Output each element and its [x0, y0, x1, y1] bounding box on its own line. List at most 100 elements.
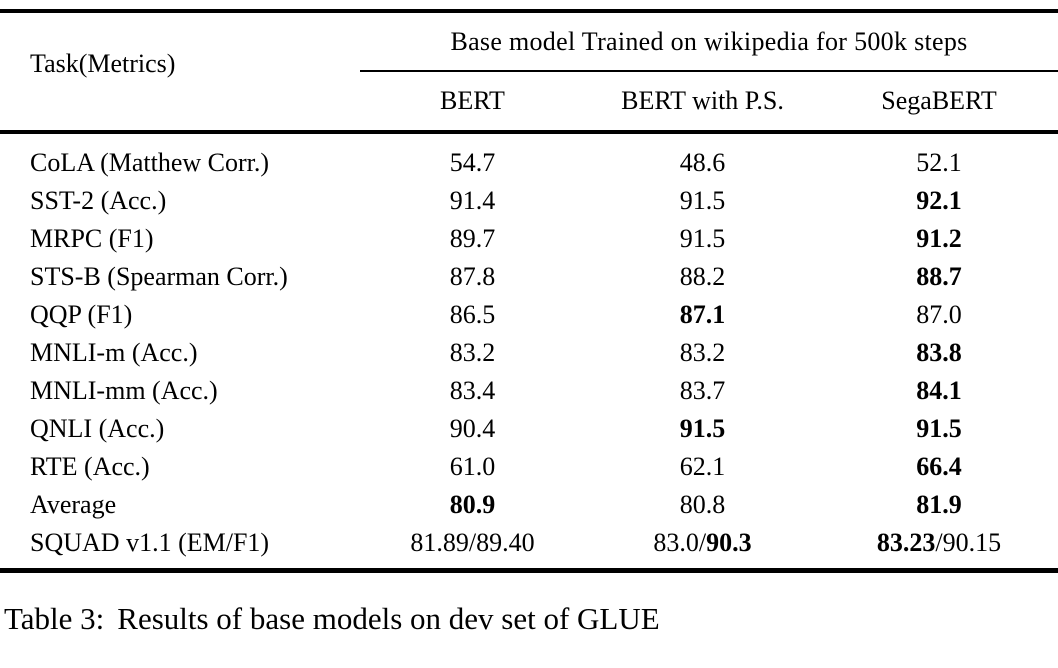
value-cell: 89.7 — [360, 220, 585, 258]
value-segment-bold: 66.4 — [916, 452, 962, 481]
value-segment: 83.2 — [449, 338, 496, 367]
value-cell: 81.9 — [820, 486, 1058, 524]
value-segment-bold: 84.1 — [916, 376, 962, 405]
table-row: MRPC (F1) 89.7 91.5 91.2 — [0, 220, 1058, 258]
value-segment: 80.8 — [679, 490, 726, 519]
value-segment-bold: 87.1 — [679, 300, 726, 329]
value-segment: 91.5 — [679, 186, 726, 215]
value-segment: 48.6 — [679, 148, 726, 177]
column-header-segabert: SegaBERT — [820, 71, 1058, 134]
value-cell: 84.1 — [820, 372, 1058, 410]
task-metrics-header: Task(Metrics) — [0, 11, 360, 134]
value-cell: 87.8 — [360, 258, 585, 296]
value-segment: 83.7 — [679, 376, 726, 405]
table-row: SST-2 (Acc.) 91.4 91.5 92.1 — [0, 182, 1058, 220]
task-cell: SST-2 (Acc.) — [30, 186, 167, 215]
table-row: CoLA (Matthew Corr.) 54.7 48.6 52.1 — [0, 132, 1058, 182]
value-segment: /90.15 — [935, 528, 1002, 557]
value-segment: 83.2 — [679, 338, 726, 367]
value-cell: 91.2 — [820, 220, 1058, 258]
task-cell: MNLI-mm (Acc.) — [30, 376, 218, 405]
value-cell: 54.7 — [360, 132, 585, 182]
task-cell: MRPC (F1) — [30, 224, 154, 253]
value-segment: 90.4 — [449, 414, 496, 443]
value-segment: 52.1 — [916, 148, 962, 177]
value-cell: 91.4 — [360, 182, 585, 220]
value-cell: 91.5 — [585, 182, 820, 220]
value-cell: 80.8 — [585, 486, 820, 524]
column-header-bert: BERT — [360, 71, 585, 134]
value-segment-bold: 91.5 — [916, 414, 962, 443]
group-header-row: Task(Metrics) Base model Trained on wiki… — [0, 11, 1058, 134]
table-row: SQUAD v1.1 (EM/F1) 81.89/89.40 83.0/90.3 83… — [0, 524, 1058, 571]
value-segment: 62.1 — [679, 452, 726, 481]
value-segment: 54.7 — [449, 148, 496, 177]
task-cell: STS-B (Spearman Corr.) — [30, 262, 288, 291]
value-segment-bold: 81.9 — [916, 490, 962, 519]
value-cell: 88.7 — [820, 258, 1058, 296]
value-cell: 87.0 — [820, 296, 1058, 334]
table-caption: Table 3: Results of base models on dev se… — [0, 599, 1058, 639]
value-cell: 52.1 — [820, 132, 1058, 182]
caption-label: Table 3: — [4, 601, 105, 636]
value-segment-bold: 80.9 — [449, 490, 496, 519]
task-cell: QQP (F1) — [30, 300, 133, 329]
table-row: MNLI-m (Acc.) 83.2 83.2 83.8 — [0, 334, 1058, 372]
task-cell: QNLI (Acc.) — [30, 414, 165, 443]
value-cell: 83.4 — [360, 372, 585, 410]
results-table-body: CoLA (Matthew Corr.) 54.7 48.6 52.1 SST-2 (A… — [0, 132, 1058, 571]
value-cell: 61.0 — [360, 448, 585, 486]
value-cell: 92.1 — [820, 182, 1058, 220]
value-cell: 83.7 — [585, 372, 820, 410]
value-cell: 81.89/89.40 — [360, 524, 585, 571]
model-header-row: BERT BERT with P.S. SegaBERT — [0, 71, 1058, 134]
value-segment-bold: 91.5 — [679, 414, 726, 443]
value-cell: 66.4 — [820, 448, 1058, 486]
table-row: RTE (Acc.) 61.0 62.1 66.4 — [0, 448, 1058, 486]
value-cell: 90.4 — [360, 410, 585, 448]
value-segment-bold: 83.23 — [876, 528, 936, 557]
value-cell: 83.2 — [360, 334, 585, 372]
value-cell: 83.23/90.15 — [820, 524, 1058, 571]
table-row: MNLI-mm (Acc.) 83.4 83.7 84.1 — [0, 372, 1058, 410]
value-cell: 48.6 — [585, 132, 820, 182]
table-row: Average 80.9 80.8 81.9 — [0, 486, 1058, 524]
value-segment: 87.0 — [916, 300, 962, 329]
value-segment: 83.0/ — [653, 528, 707, 557]
value-segment: 61.0 — [449, 452, 496, 481]
value-segment: 88.2 — [679, 262, 726, 291]
value-segment-bold: 88.7 — [916, 262, 962, 291]
value-segment: 86.5 — [449, 300, 496, 329]
table-row: STS-B (Spearman Corr.) 87.8 88.2 88.7 — [0, 258, 1058, 296]
task-cell: RTE (Acc.) — [30, 452, 150, 481]
value-segment: 81.89/89.40 — [410, 528, 535, 557]
value-segment: 91.5 — [679, 224, 726, 253]
table-header: Task(Metrics) Base model Trained on wiki… — [0, 11, 1058, 134]
task-cell: CoLA (Matthew Corr.) — [30, 148, 270, 177]
value-cell: 91.5 — [820, 410, 1058, 448]
value-segment-bold: 90.3 — [706, 528, 752, 557]
results-table: Task(Metrics) Base model Trained on wiki… — [0, 9, 1058, 573]
value-segment-bold: 91.2 — [916, 224, 962, 253]
value-cell: 88.2 — [585, 258, 820, 296]
value-segment: 89.7 — [449, 224, 496, 253]
column-header-bert-with-ps: BERT with P.S. — [585, 71, 820, 134]
value-cell: 83.0/90.3 — [585, 524, 820, 571]
value-segment-bold: 92.1 — [916, 186, 962, 215]
task-cell: Average — [30, 490, 117, 519]
value-segment-bold: 83.8 — [916, 338, 962, 367]
table-row: QNLI (Acc.) 90.4 91.5 91.5 — [0, 410, 1058, 448]
value-cell: 80.9 — [360, 486, 585, 524]
task-cell: MNLI-m (Acc.) — [30, 338, 198, 367]
value-cell: 62.1 — [585, 448, 820, 486]
value-cell: 91.5 — [585, 220, 820, 258]
value-segment: 83.4 — [449, 376, 496, 405]
value-cell: 86.5 — [360, 296, 585, 334]
value-cell: 87.1 — [585, 296, 820, 334]
table-row: QQP (F1) 86.5 87.1 87.0 — [0, 296, 1058, 334]
value-segment: 87.8 — [449, 262, 496, 291]
value-cell: 83.2 — [585, 334, 820, 372]
caption-text: Results of base models on dev set of GLU… — [117, 601, 660, 636]
value-cell: 91.5 — [585, 410, 820, 448]
